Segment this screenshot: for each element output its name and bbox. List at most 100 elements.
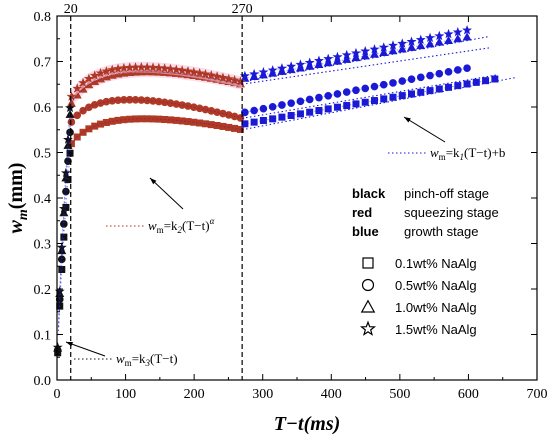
equation-power: wm=k2(T−t)α [106,216,215,235]
data-point [324,105,332,113]
arrow-head [404,117,411,123]
legend-stage-key: blue [352,224,379,239]
data-point [352,100,360,108]
data-point [463,64,471,72]
data-point [304,57,315,67]
data-point [268,103,277,111]
data-point [235,76,246,86]
data-point [314,55,324,65]
y-tick-label: 0.8 [34,10,52,25]
data-point [148,62,158,72]
annotations: 20 270 wm=k1(T−t)+b wm=k2(T−t)α wm=k3(T−t) [64,2,505,380]
power-fit-line [71,71,243,103]
data-point [453,34,463,43]
eq-text: wm=k1(T−t)+b [430,145,505,162]
data-point [269,115,277,123]
data-point [434,37,444,46]
data-point [52,342,63,352]
data-point [258,66,269,77]
data-point [445,83,453,91]
legend-marker-text: 0.5wt% NaAlg [395,278,477,293]
data-point [332,51,343,62]
data-point [389,93,397,101]
data-point [398,92,406,100]
x-tick-label: 400 [321,387,342,402]
data-point [89,70,100,80]
data-point [85,125,93,133]
data-point [58,203,69,213]
data-point [472,78,480,86]
data-point [250,106,258,115]
data-point [315,93,323,102]
data-point [60,167,71,178]
legend-marker-text: 1.0wt% NaAlg [395,300,477,315]
data-point [259,104,268,113]
data-point [60,233,68,241]
data-point [342,88,351,96]
data-point [63,140,73,149]
y-axis-title: wm(mm) [5,163,31,234]
arrow-linear [403,116,446,143]
data-point [426,87,434,95]
data-point [369,44,380,54]
x-tick-label: 0 [54,387,61,402]
data-point [287,112,295,120]
legend-marker [362,257,374,269]
power-fit-line [71,118,243,144]
data-point [389,79,397,87]
data-point [56,242,67,252]
data-point [397,38,408,48]
data-point [287,99,295,107]
y-tick-label: 0.7 [34,56,52,71]
y-axis-unit: (mm) [5,163,27,210]
data-point [379,80,388,89]
vline-label: 20 [64,2,78,17]
data-point [323,58,333,67]
legend-stage-key: black [352,186,386,201]
y-tick-label: 0.5 [34,147,52,162]
data-point [360,46,371,56]
fit-line [57,37,462,328]
data-point [236,125,244,133]
data-point [278,113,286,121]
data-point [159,63,170,73]
data-point [352,86,360,95]
data-point [65,102,75,113]
data-point [417,88,425,96]
data-point [259,116,267,124]
data-point [296,97,305,106]
legend-marker [361,278,375,292]
equation-linear: wm=k1(T−t)+b [388,145,505,162]
legend-stage-key: red [352,205,372,220]
legend-marker [360,299,376,313]
x-tick-label: 700 [527,387,548,402]
arrow-shaft [149,177,184,210]
data-point [416,73,425,82]
data-point [57,255,66,264]
legend: black pinch-off stage red squeezing stage bl… [352,186,499,337]
data-point [59,208,69,217]
data-point [315,107,323,115]
power-fit-line [71,99,243,122]
data-point [452,26,463,37]
legend-marker-text: 1.5wt% NaAlg [395,322,477,337]
y-tick-label: 0.2 [34,283,52,298]
linear-fit-line [242,47,490,85]
data-point [398,77,407,85]
arrow-shaft [65,341,106,357]
data-point [351,47,361,58]
linear-fit-line [242,35,490,83]
data-point [351,53,361,62]
arrow-initial [65,341,106,357]
series-circle [53,64,471,355]
arrow-head [150,178,157,185]
data-point [343,102,351,110]
x-tick-label: 100 [115,387,136,402]
data-point [153,62,164,73]
data-point [97,120,105,128]
data-point [66,149,74,157]
data-point [66,128,74,137]
y-tick-label: 0.6 [34,101,52,116]
arrow-power [149,177,184,210]
